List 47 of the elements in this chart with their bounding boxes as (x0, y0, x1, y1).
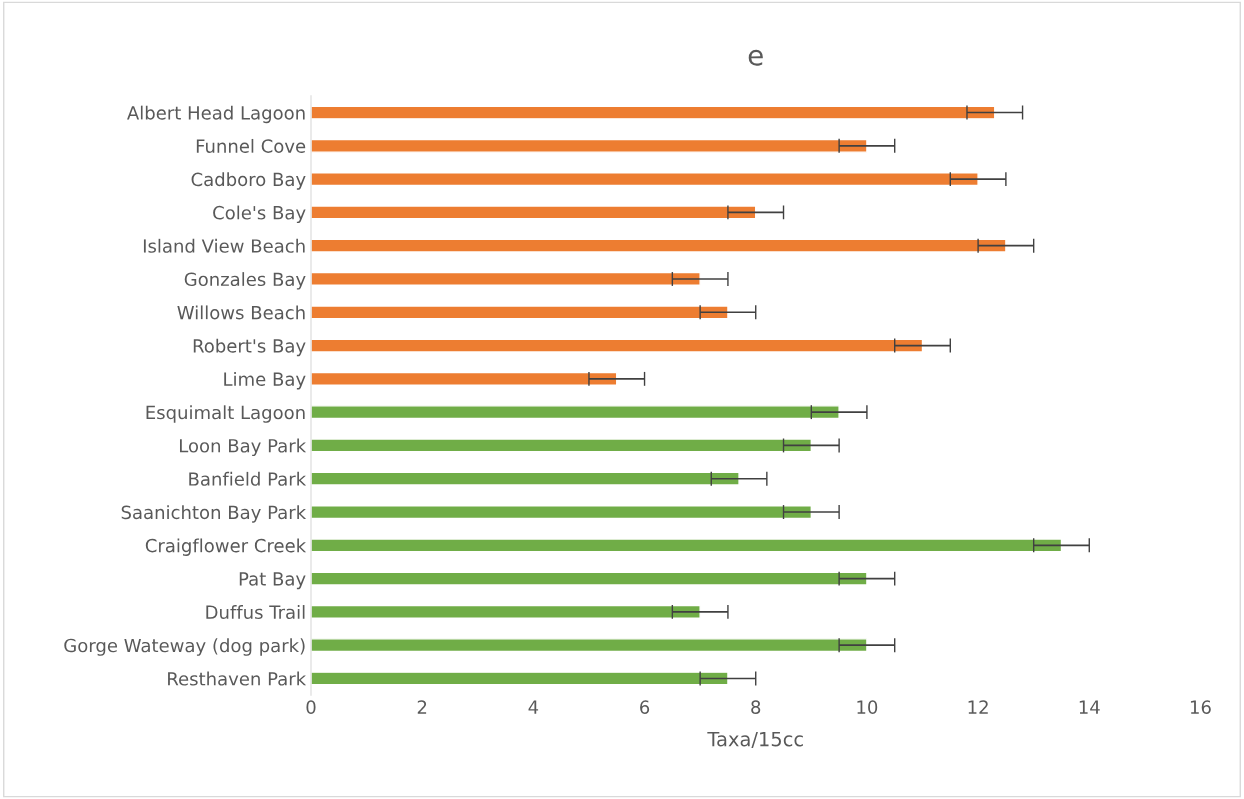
bar (311, 271, 701, 287)
y-tick-label: Loon Bay Park (180, 438, 307, 457)
y-tick-label: Banfield Park (189, 471, 307, 486)
x-tick-label: 6 (640, 700, 650, 714)
y-tick-label: Island View Beach (143, 238, 305, 253)
y-tick-label: Esquimalt Lagoon (146, 405, 305, 423)
bar (311, 671, 729, 686)
y-tick-label: Craigflower Creek (145, 538, 307, 556)
y-tick-label: Gorge Wateway (dog park) (64, 638, 305, 656)
bar (311, 405, 840, 420)
y-tick-label: Saanichton Bay Park (121, 505, 307, 523)
y-tick-label: Pat Bay (239, 572, 306, 590)
y-tick-label: Resthaven Park (168, 671, 307, 686)
y-tick-label: Cadboro Bay (191, 172, 306, 190)
bar (311, 205, 757, 220)
y-tick-label: Lime Bay (224, 372, 306, 390)
bar (311, 172, 979, 187)
x-tick-label: 2 (417, 700, 427, 714)
x-tick-label: 0 (306, 700, 316, 714)
y-tick-label: Duffus Trail (206, 605, 305, 620)
x-axis-title: Taxa/15cc (707, 731, 803, 748)
x-tick-label: 4 (528, 700, 539, 714)
y-tick-label: Albert Head Lagoon (127, 105, 305, 124)
y-tick-label: Cole's Bay (213, 205, 306, 224)
bar (311, 505, 813, 520)
x-tick-label: 16 (1190, 700, 1211, 714)
bar (311, 371, 618, 386)
x-tick-label: 8 (751, 700, 761, 714)
bar (311, 138, 868, 153)
bar (311, 438, 813, 453)
y-tick-label: Robert's Bay (193, 338, 306, 357)
x-tick-label: 10 (857, 700, 878, 714)
y-tick-label: Willows Beach (177, 305, 305, 320)
x-tick-label: 14 (1079, 700, 1100, 714)
y-tick-label: Funnel Cove (196, 138, 306, 153)
bar (311, 238, 1007, 253)
bar (311, 571, 868, 586)
bar (311, 638, 868, 653)
bar (311, 471, 740, 486)
y-tick-label: Gonzales Bay (184, 272, 306, 290)
bar (311, 538, 1063, 553)
bar (311, 305, 729, 320)
bar (311, 105, 996, 120)
bar (311, 604, 701, 619)
bar (311, 338, 924, 353)
x-tick-label: 12 (968, 700, 988, 714)
chart-title: e (748, 49, 763, 66)
